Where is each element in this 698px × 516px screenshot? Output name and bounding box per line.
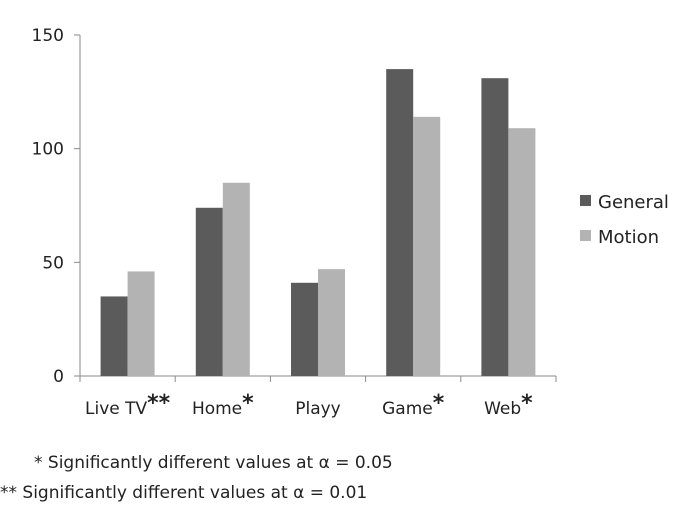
significance-mark: ** (147, 391, 171, 416)
bar-motion-playy (318, 269, 345, 376)
x-tick-label: Game* (382, 391, 445, 419)
bar-general-game (386, 69, 414, 376)
bar-chart: 0 50 100 150 Live TV** Home* Playy Game* Web* Gen… (32, 26, 669, 419)
significance-mark: * (242, 391, 254, 416)
x-tick-label: Playy (295, 399, 341, 419)
bar-general-playy (291, 282, 318, 376)
legend-label-motion: Motion (598, 227, 659, 248)
y-tick-label: 150 (32, 26, 64, 46)
significance-mark: * (433, 391, 445, 416)
significance-mark: * (521, 391, 533, 416)
bar-general-home (195, 207, 223, 376)
legend-swatch-general (580, 195, 591, 206)
bar-motion-web (508, 128, 536, 376)
x-tick-label: Web* (484, 391, 533, 419)
y-tick-label: 50 (42, 253, 64, 273)
legend-swatch-motion (580, 230, 591, 241)
x-tick-label: Home* (192, 391, 254, 419)
bar-motion-game (413, 116, 441, 376)
legend-label-general: General (598, 192, 669, 213)
bar-motion-live-tv (127, 271, 155, 376)
bar-motion-home (222, 182, 250, 376)
footnote-p005: * Significantly different values at α = … (34, 453, 393, 473)
x-tick-label: Live TV** (85, 391, 171, 419)
bar-general-live-tv (100, 296, 128, 376)
footnote-p001: ** Significantly different values at α =… (0, 483, 368, 503)
footnotes: * Significantly different values at α = … (0, 448, 393, 508)
bar-general-web (481, 78, 509, 377)
y-tick-label: 100 (32, 140, 64, 160)
y-tick-label: 0 (53, 367, 64, 387)
